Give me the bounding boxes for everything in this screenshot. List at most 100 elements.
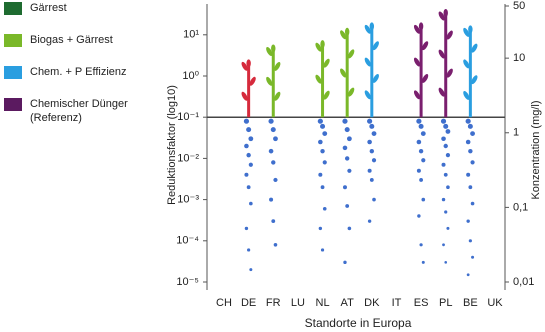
data-point <box>320 148 325 154</box>
data-point <box>445 129 451 134</box>
data-point <box>416 168 421 173</box>
data-point <box>371 158 377 163</box>
x-axis-label: Standorte in Europa <box>305 316 412 330</box>
plant-leaf <box>323 90 330 100</box>
data-point <box>344 156 350 161</box>
plant-bud <box>418 22 424 31</box>
data-point <box>421 158 426 163</box>
plant-leaf <box>249 76 256 86</box>
plant-leaf <box>413 24 421 34</box>
x-tick-label: IT <box>392 297 402 309</box>
plant-leaf <box>364 90 371 100</box>
plant-leaf <box>372 41 379 51</box>
data-point <box>322 131 328 136</box>
data-point <box>441 136 446 142</box>
data-point <box>347 168 352 173</box>
data-point <box>441 197 446 202</box>
data-point <box>246 152 251 158</box>
plant-leaf <box>471 43 478 53</box>
data-point <box>444 210 448 214</box>
plant-leaf <box>438 49 445 59</box>
y-tick-label: 10⁻⁵ <box>176 276 199 288</box>
legend-label: Chem. + P Effizienz <box>30 66 127 78</box>
data-point <box>444 261 448 264</box>
data-point <box>470 201 475 206</box>
plant-bud <box>320 40 325 49</box>
data-point <box>446 185 450 189</box>
data-point <box>247 248 251 252</box>
legend-swatch <box>4 66 22 79</box>
y2-tick-label: 50 <box>513 0 525 12</box>
data-point <box>318 172 323 177</box>
data-point <box>342 118 348 124</box>
data-point <box>367 168 372 173</box>
plant-leaf <box>421 41 429 51</box>
data-point <box>318 226 323 231</box>
data-point <box>417 214 421 218</box>
plant-leaf <box>364 57 371 67</box>
data-point <box>371 131 377 136</box>
data-point <box>445 153 451 158</box>
data-point <box>468 148 473 154</box>
y-tick-label: 10⁰ <box>182 70 199 82</box>
data-point <box>470 160 475 165</box>
data-point <box>271 160 276 165</box>
plant-leaf <box>446 68 453 78</box>
y2-tick-label: 1 <box>513 127 519 139</box>
legend-label: Gärrest <box>30 2 67 14</box>
data-point <box>367 139 372 145</box>
x-tick-label: CH <box>216 297 232 309</box>
data-point <box>320 123 326 129</box>
data-point <box>421 260 425 264</box>
data-point <box>270 127 276 133</box>
data-point <box>322 160 327 165</box>
data-point <box>468 185 473 190</box>
plant-leaf <box>340 68 347 78</box>
legend-swatch <box>4 34 22 47</box>
data-point <box>243 118 250 124</box>
plant <box>438 8 453 118</box>
data-point <box>419 243 423 247</box>
data-point <box>442 243 445 247</box>
y-tick-label: 10⁻⁴ <box>176 235 199 247</box>
data-point <box>443 143 448 149</box>
x-tick-label: PL <box>439 297 452 309</box>
x-tick-label: DE <box>241 297 256 309</box>
plant-leaf <box>315 42 322 52</box>
plant-leaf <box>266 76 273 86</box>
plant-leaf <box>438 11 445 21</box>
plant-leaf <box>364 24 371 34</box>
plant-leaf <box>413 57 421 67</box>
data-point <box>419 178 423 182</box>
plant-leaf <box>315 74 322 84</box>
plant-leaf <box>348 87 355 97</box>
plant-leaf <box>266 47 273 56</box>
y-tick-label: 10⁻² <box>177 152 199 164</box>
data-point <box>468 239 472 243</box>
data-point <box>271 219 276 224</box>
plant <box>413 22 429 118</box>
data-point <box>471 255 475 259</box>
data-point <box>441 162 446 167</box>
data-point <box>344 127 350 133</box>
data-point <box>342 145 348 151</box>
legend-swatch <box>4 2 22 15</box>
plant <box>241 59 256 118</box>
data-point <box>372 197 376 202</box>
data-point <box>466 172 471 177</box>
legend-swatch <box>4 98 22 111</box>
plant-leaf <box>274 61 281 71</box>
data-point <box>345 204 350 208</box>
data-point <box>367 219 372 223</box>
data-point <box>244 143 249 149</box>
plant-leaf <box>274 91 281 101</box>
data-point <box>467 123 473 129</box>
y2-tick-label: 10 <box>513 52 525 64</box>
data-point <box>367 118 373 124</box>
plant-leaf <box>348 49 355 59</box>
data-point <box>465 118 471 124</box>
data-point <box>470 131 475 136</box>
data-point <box>320 185 325 190</box>
data-point <box>320 248 325 252</box>
